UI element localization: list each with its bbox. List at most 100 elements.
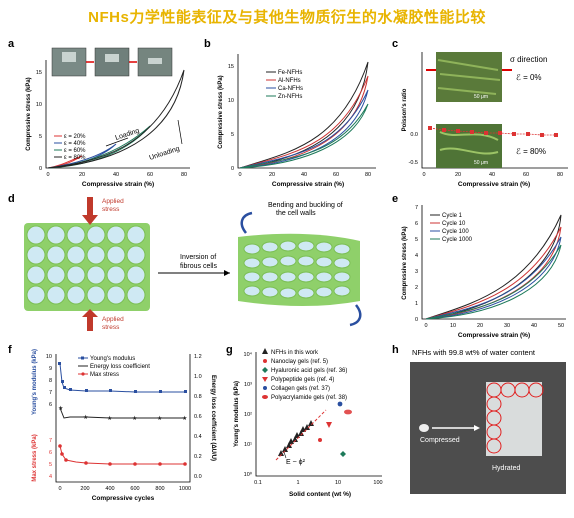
panel-d-label: d [8, 193, 15, 205]
a-ytick-3: 15 [36, 70, 42, 76]
f-series-energy [59, 407, 185, 419]
svg-text:★: ★ [157, 415, 162, 422]
e-legend-3: Cycle 1000 [442, 237, 473, 243]
a-xtick-0: 0 [46, 172, 49, 178]
panel-e-chart: 0 1 2 3 4 5 6 7 0 10 20 30 40 50 Compres… [402, 205, 566, 339]
panel-g-label: g [226, 344, 233, 356]
b-xtick-4: 80 [365, 172, 371, 178]
b-curve-ca [239, 89, 369, 169]
d-arrow-top [82, 197, 98, 225]
f-xtick-4: 800 [155, 486, 164, 492]
c-xtick-3: 60 [523, 172, 529, 178]
f-ytick-right-0: 0.0 [194, 474, 202, 480]
e-ytick-7: 7 [415, 205, 418, 211]
panel-e-label: e [392, 193, 399, 205]
b-curve-al [239, 75, 369, 169]
b-legend-1: Al-NFHs [278, 78, 301, 84]
f-xlabel: Compressive cycles [92, 495, 155, 502]
d-curl-arrow-left [240, 211, 253, 234]
panel-c-chart: 0.0 -0.5 0 20 40 60 80 Compressive strai… [402, 52, 568, 188]
c-direction-text: σ direction [510, 55, 547, 64]
g-legend-4: Collagen gels (ref. 37) [271, 386, 330, 392]
figure-title: NFHs力学性能表征及与其他生物质衍生的水凝胶性能比较 [88, 9, 486, 26]
g-legend-2: Hyaluronic acid gels (ref. 36) [271, 368, 347, 374]
panel-h: h NFHs with 99.8 wt% of water content Co… [392, 344, 572, 504]
h-hydrated-text: Hydrated [492, 465, 521, 472]
b-legend-3: Zn-NFHs [278, 94, 302, 100]
svg-text:★: ★ [182, 415, 187, 422]
b-xtick-2: 40 [301, 172, 307, 178]
d-bending-1: Bending and buckling of [268, 202, 343, 209]
c-scale-1: 50 μm [474, 94, 488, 100]
f-ytick-bottom-2: 6 [49, 450, 52, 456]
f-ytick-bottom-0: 4 [49, 474, 52, 480]
g-point-polyacrylamide [344, 409, 352, 415]
a-ytick-0: 0 [39, 166, 42, 172]
a-xtick-1: 20 [79, 172, 85, 178]
a-xlabel: Compressive strain (%) [82, 181, 154, 188]
a-legend-1: ε = 40% [64, 141, 86, 147]
c-micrograph-80 [436, 124, 502, 168]
f-legend-2: Max stress [90, 372, 119, 378]
b-xtick-0: 0 [238, 172, 241, 178]
f-ytick-top-0: 6 [49, 402, 52, 408]
f-ylabel-right: Energy loss coefficient (ΔU/U) [210, 375, 216, 461]
e-ytick-4: 4 [415, 253, 418, 259]
b-xlabel: Compressive strain (%) [272, 181, 344, 188]
f-ytick-top-2: 8 [49, 378, 52, 384]
g-ytick-3: 10³ [244, 382, 252, 388]
g-xtick-1: 1 [296, 480, 299, 486]
a-loading-text: Loading [114, 128, 140, 142]
f-ytick-top-3: 9 [49, 366, 52, 372]
panel-b-label: b [204, 38, 211, 50]
b-xtick-3: 60 [333, 172, 339, 178]
f-ylabel-bottom: Max stress (kPa) [32, 434, 38, 481]
panel-d-diagram: Applied stress Applied stress Inversion … [24, 197, 362, 331]
f-ytick-bottom-1: 5 [49, 462, 52, 468]
g-point-hyaluronic [340, 451, 346, 457]
g-ytick-4: 10⁴ [244, 351, 253, 358]
b-legend-0: Fe-NFHs [278, 70, 302, 76]
a-ytick-2: 10 [36, 102, 42, 108]
e-xtick-5: 50 [558, 323, 564, 329]
d-bending-2: the cell walls [276, 210, 316, 217]
c-eps0-text: ℰ = 0% [516, 73, 542, 82]
g-xtick-2: 10 [335, 480, 341, 486]
a-xtick-4: 80 [181, 172, 187, 178]
panel-b: b 0 5 10 15 0 20 40 60 80 Compressive st… [200, 38, 380, 190]
e-ytick-2: 2 [415, 285, 418, 291]
g-point-collagen [337, 401, 343, 407]
c-eps80-text: ℰ = 80% [516, 147, 546, 156]
d-inversion-2: fibrous cells [180, 263, 217, 270]
a-unloading-text: Unloading [148, 145, 180, 161]
e-ytick-5: 5 [415, 237, 418, 243]
panel-e: e 0 1 2 3 4 5 6 7 0 10 20 30 40 50 Compr… [386, 193, 572, 341]
e-curve-100 [425, 236, 562, 320]
panel-g: g 10⁰ 10¹ 10² 10³ 10⁴ 0.1 1 10 100 Solid… [222, 344, 390, 504]
g-point-nanoclay [318, 438, 322, 442]
b-ytick-3: 15 [228, 64, 234, 70]
panel-c-label: c [392, 38, 399, 50]
g-ytick-0: 10⁰ [244, 471, 253, 478]
e-xlabel: Compressive strain (%) [458, 332, 530, 339]
svg-text:★: ★ [132, 415, 137, 422]
g-ylabel: Young's modulus (kPa) [234, 381, 240, 447]
d-applied-bottom-2: stress [102, 324, 120, 331]
d-arrow-bottom [82, 309, 98, 331]
g-legend-0: NFHs in this work [271, 350, 319, 356]
c-xtick-0: 0 [422, 172, 425, 178]
panel-d: d Applied stress Applied stress Inversio… [6, 193, 384, 333]
e-xtick-3: 30 [504, 323, 510, 329]
panel-f: f 10 9 8 7 6 7 6 5 4 1.2 1.0 0.8 0.6 0.4… [6, 344, 220, 504]
panel-f-chart: 10 9 8 7 6 7 6 5 4 1.2 1.0 0.8 0.6 0.4 0… [32, 349, 216, 502]
g-xtick-0: 0.1 [254, 480, 262, 486]
f-ytick-right-2: 0.4 [194, 434, 202, 440]
e-ytick-0: 0 [415, 317, 418, 323]
c-xtick-1: 20 [455, 172, 461, 178]
b-curve-fe [239, 61, 369, 169]
f-xtick-3: 600 [130, 486, 139, 492]
g-point-polypeptide [326, 422, 332, 428]
b-ytick-1: 5 [231, 132, 234, 138]
panel-a-label: a [8, 38, 15, 50]
e-curve-1000 [425, 244, 562, 320]
